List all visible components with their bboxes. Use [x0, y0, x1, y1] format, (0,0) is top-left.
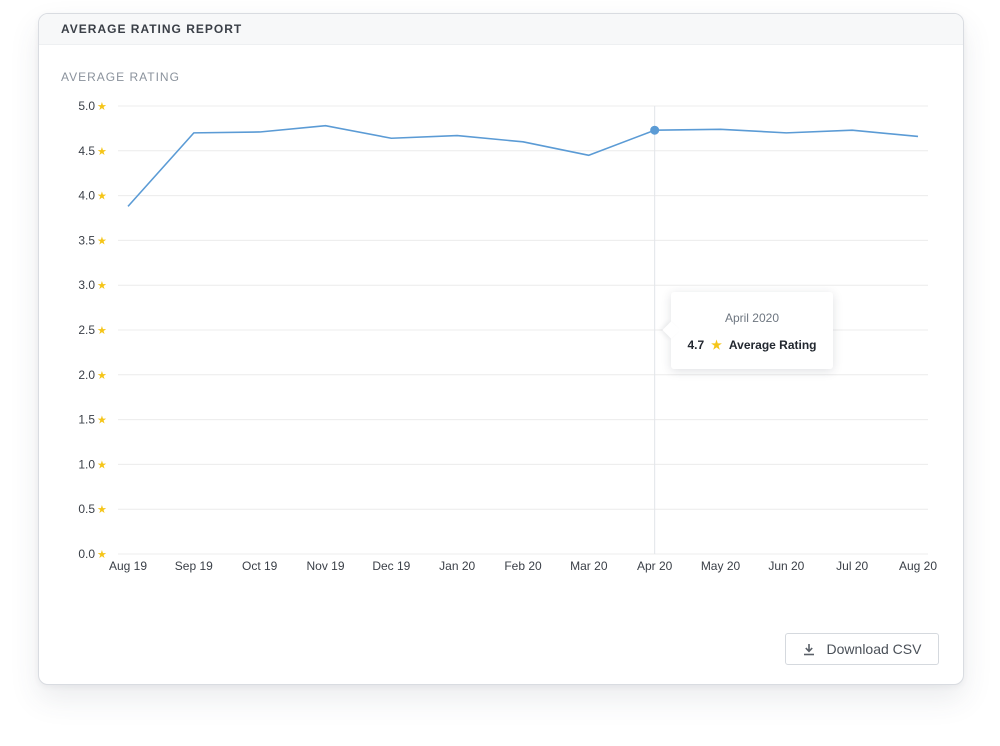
report-title: AVERAGE RATING REPORT: [61, 22, 243, 36]
highlighted-data-point: [650, 125, 660, 135]
star-icon: ★: [97, 458, 107, 471]
y-tick-label: 3.0: [78, 278, 95, 292]
star-icon: ★: [97, 324, 107, 337]
x-tick-label: Nov 19: [306, 559, 344, 573]
x-tick-label: Apr 20: [637, 559, 673, 573]
chart-label: AVERAGE RATING: [61, 70, 180, 84]
x-tick-label: May 20: [701, 559, 741, 573]
y-tick-label: 1.0: [78, 457, 95, 471]
tooltip-value: 4.7: [687, 338, 705, 352]
y-tick-label: 0.0: [78, 547, 95, 561]
download-icon: [803, 643, 814, 655]
star-icon: ★: [97, 369, 107, 382]
chart-tooltip: April 2020 4.7 ★ Average Rating: [671, 292, 833, 369]
y-tick-label: 4.5: [78, 144, 95, 158]
download-csv-button[interactable]: Download CSV: [785, 633, 939, 665]
tooltip-label: Average Rating: [728, 338, 817, 352]
card-header: AVERAGE RATING REPORT: [39, 14, 963, 45]
x-tick-label: Aug 20: [899, 559, 937, 573]
y-tick-label: 5.0: [78, 99, 95, 113]
x-tick-label: Oct 19: [242, 559, 278, 573]
star-icon: ★: [97, 145, 107, 158]
x-tick-label: Sep 19: [175, 559, 213, 573]
star-icon: ★: [97, 190, 107, 203]
star-icon: ★: [711, 338, 722, 352]
y-tick-label: 2.5: [78, 323, 95, 337]
x-tick-label: Mar 20: [570, 559, 608, 573]
y-tick-label: 2.0: [78, 368, 95, 382]
star-icon: ★: [97, 234, 107, 247]
y-tick-label: 3.5: [78, 233, 95, 247]
star-icon: ★: [97, 100, 107, 113]
x-tick-label: Jun 20: [768, 559, 804, 573]
x-tick-label: Jul 20: [836, 559, 868, 573]
tooltip-value-row: 4.7 ★ Average Rating: [671, 338, 833, 352]
y-tick-label: 4.0: [78, 189, 95, 203]
x-tick-label: Jan 20: [439, 559, 475, 573]
x-tick-label: Aug 19: [109, 559, 147, 573]
star-icon: ★: [97, 503, 107, 516]
star-icon: ★: [97, 414, 107, 427]
x-tick-label: Feb 20: [504, 559, 542, 573]
x-tick-label: Dec 19: [372, 559, 410, 573]
line-chart: 0.0 ★0.5 ★1.0 ★1.5 ★2.0 ★2.5 ★3.0 ★3.5 ★4.0 ★4.5 ★…: [78, 99, 937, 573]
star-icon: ★: [97, 279, 107, 292]
tooltip-date: April 2020: [724, 311, 780, 325]
average-rating-report-card: AVERAGE RATING REPORT AVERAGE RATING 0.0…: [38, 13, 964, 685]
star-icon: ★: [97, 548, 107, 561]
series-line: [127, 124, 919, 207]
download-csv-label: Download CSV: [826, 641, 922, 657]
y-tick-label: 1.5: [78, 413, 95, 427]
y-tick-label: 0.5: [78, 502, 95, 516]
